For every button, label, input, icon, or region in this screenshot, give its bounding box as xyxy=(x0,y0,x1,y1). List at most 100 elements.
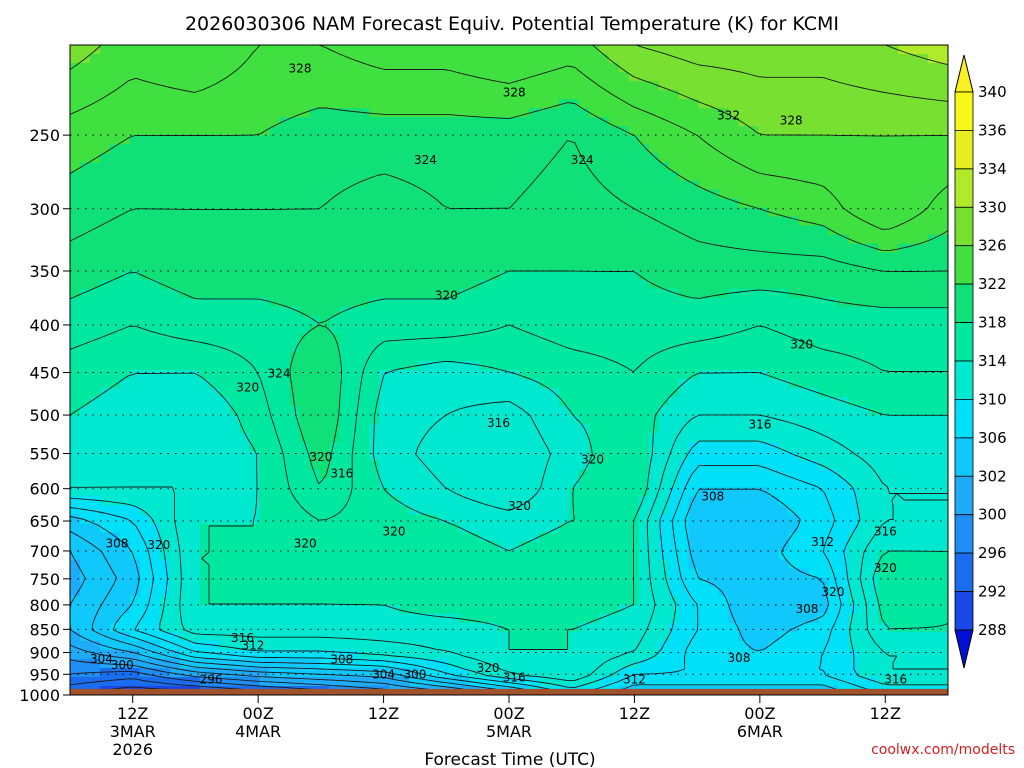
heatmap-cell xyxy=(788,162,799,172)
heatmap-cell xyxy=(459,171,470,182)
heatmap-cell xyxy=(938,460,948,470)
heatmap-cell xyxy=(109,180,121,191)
heatmap-cell xyxy=(249,388,261,398)
heatmap-cell xyxy=(788,415,799,425)
heatmap-cell xyxy=(109,270,121,281)
heatmap-cell xyxy=(109,514,121,525)
heatmap-cell xyxy=(199,433,211,443)
heatmap-cell xyxy=(698,406,710,416)
heatmap-cell xyxy=(129,451,141,461)
heatmap-cell xyxy=(319,216,331,227)
heatmap-cell xyxy=(648,451,660,461)
heatmap-cell xyxy=(818,315,829,326)
heatmap-cell xyxy=(928,225,939,236)
heatmap-cell xyxy=(499,442,510,452)
heatmap-cell xyxy=(409,315,420,326)
heatmap-cell xyxy=(99,351,111,362)
heatmap-cell xyxy=(598,469,610,479)
heatmap-cell xyxy=(798,189,809,200)
heatmap-cell xyxy=(249,81,261,91)
heatmap-cell xyxy=(449,478,460,488)
heatmap-cell xyxy=(229,270,241,281)
heatmap-cell xyxy=(239,216,251,227)
heatmap-cell xyxy=(698,487,710,497)
heatmap-cell xyxy=(848,487,859,497)
heatmap-cell xyxy=(938,478,948,488)
heatmap-cell xyxy=(588,45,600,55)
heatmap-cell xyxy=(229,487,241,497)
heatmap-cell xyxy=(229,478,241,488)
heatmap-cell xyxy=(758,451,770,461)
heatmap-cell xyxy=(269,442,281,452)
heatmap-cell xyxy=(678,270,690,281)
heatmap-cell xyxy=(858,306,869,317)
heatmap-cell xyxy=(129,297,141,308)
heatmap-cell xyxy=(588,451,600,461)
heatmap-cell xyxy=(429,297,440,308)
heatmap-cell xyxy=(728,81,740,91)
heatmap-cell xyxy=(938,189,948,200)
heatmap-cell xyxy=(608,379,620,389)
heatmap-cell xyxy=(439,388,450,398)
heatmap-cell xyxy=(618,207,630,218)
heatmap-cell xyxy=(349,496,360,507)
heatmap-cell xyxy=(608,45,620,55)
heatmap-cell xyxy=(419,514,430,525)
heatmap-cell xyxy=(349,270,360,281)
heatmap-cell xyxy=(918,424,929,434)
heatmap-cell xyxy=(109,63,121,73)
heatmap-cell xyxy=(429,505,440,516)
heatmap-cell xyxy=(429,180,440,191)
heatmap-cell xyxy=(798,442,809,452)
heatmap-cell xyxy=(409,487,420,497)
heatmap-cell xyxy=(109,108,121,118)
heatmap-cell xyxy=(868,225,879,236)
heatmap-cell xyxy=(329,63,340,73)
heatmap-cell xyxy=(459,45,470,55)
heatmap-cell xyxy=(319,487,331,497)
heatmap-cell xyxy=(289,460,301,470)
heatmap-cell xyxy=(728,189,740,200)
heatmap-cell xyxy=(608,180,620,191)
heatmap-cell xyxy=(469,532,480,543)
heatmap-cell xyxy=(70,180,81,191)
heatmap-cell xyxy=(698,306,710,317)
heatmap-cell xyxy=(169,216,181,227)
heatmap-cell xyxy=(898,261,909,272)
heatmap-cell xyxy=(399,135,410,145)
heatmap-cell xyxy=(339,90,350,100)
heatmap-cell xyxy=(688,117,700,127)
heatmap-cell xyxy=(399,198,410,209)
heatmap-cell xyxy=(778,153,789,163)
heatmap-cell xyxy=(419,379,430,389)
heatmap-cell xyxy=(449,108,460,118)
heatmap-cell xyxy=(748,270,760,281)
heatmap-cell xyxy=(688,135,700,145)
heatmap-cell xyxy=(548,108,560,118)
heatmap-cell xyxy=(229,424,241,434)
heatmap-cell xyxy=(788,315,799,326)
heatmap-cell xyxy=(339,72,350,82)
heatmap-cell xyxy=(748,424,760,434)
heatmap-cell xyxy=(209,478,221,488)
heatmap-cell xyxy=(409,162,420,172)
heatmap-cell xyxy=(339,117,350,127)
heatmap-cell xyxy=(169,225,181,236)
heatmap-cell xyxy=(798,117,809,127)
heatmap-cell xyxy=(329,135,340,145)
heatmap-cell xyxy=(359,297,370,308)
heatmap-cell xyxy=(499,288,510,299)
heatmap-cell xyxy=(908,288,919,299)
heatmap-cell xyxy=(489,54,500,64)
heatmap-cell xyxy=(119,81,131,91)
heatmap-cell xyxy=(708,270,720,281)
heatmap-cell xyxy=(129,63,141,73)
heatmap-cell xyxy=(708,469,720,479)
heatmap-cell xyxy=(708,460,720,470)
heatmap-cell xyxy=(938,45,948,55)
heatmap-cell xyxy=(219,541,231,552)
heatmap-cell xyxy=(79,162,91,172)
heatmap-cell xyxy=(179,45,191,55)
heatmap-cell xyxy=(349,342,360,353)
heatmap-cell xyxy=(528,153,540,163)
